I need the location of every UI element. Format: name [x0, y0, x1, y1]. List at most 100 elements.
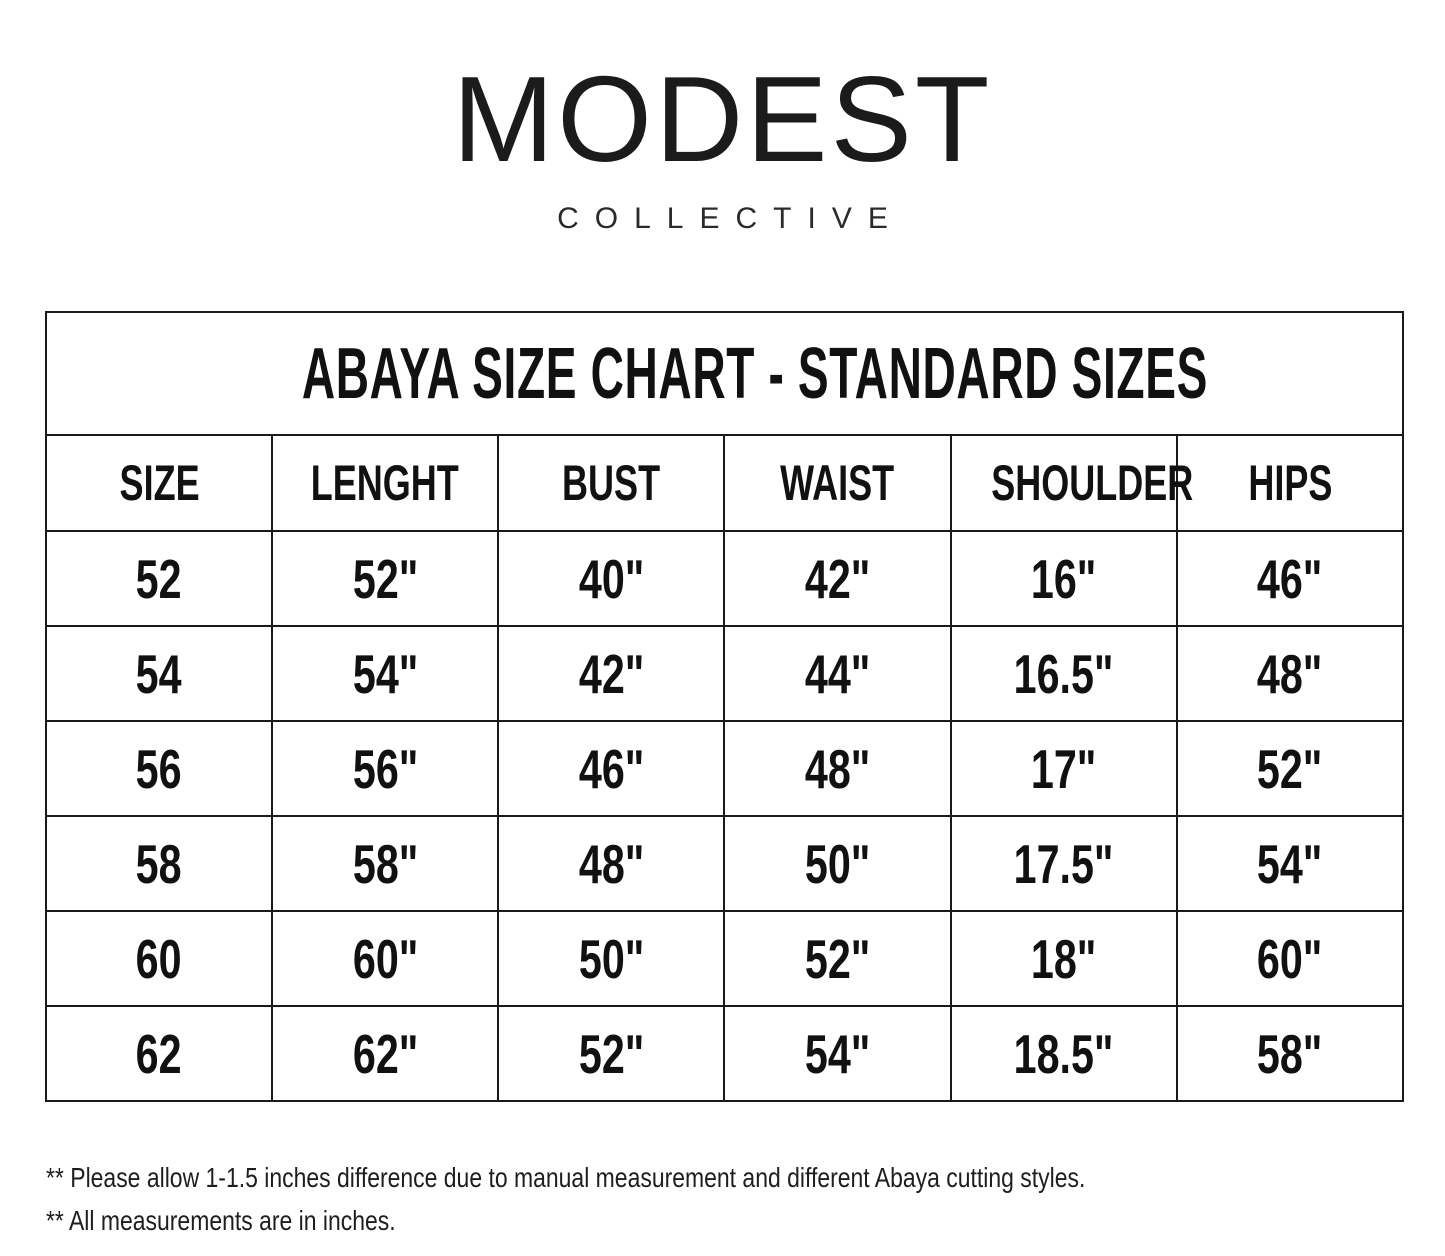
cell-value: 60" — [1257, 927, 1323, 990]
cell-value: 62 — [136, 1022, 183, 1085]
table-cell: 62 — [44, 1005, 274, 1102]
table-cell: 50" — [723, 815, 952, 912]
table-cell: 56" — [271, 720, 500, 817]
footnote-units: ** All measurements are in inches. — [46, 1199, 1314, 1242]
table-cell: 50" — [497, 910, 726, 1007]
brand-logo: MODEST COLLECTIVE — [0, 58, 1445, 236]
size-chart-table: ABAYA SIZE CHART - STANDARD SIZES SIZE L… — [44, 311, 1405, 1102]
column-header-label: SHOULDER — [990, 455, 1193, 511]
cell-value: 58" — [352, 832, 418, 895]
table-cell: 60 — [44, 910, 274, 1007]
brand-name: MODEST — [452, 51, 993, 187]
table-title: ABAYA SIZE CHART - STANDARD SIZES — [301, 333, 1208, 414]
table-cell: 17" — [949, 720, 1178, 817]
table-cell: 54" — [1175, 815, 1405, 912]
table-row: 54 54" 42" 44" 16.5" 48" — [44, 625, 1405, 722]
cell-value: 46" — [578, 737, 645, 800]
cell-value: 56" — [352, 737, 418, 800]
cell-value: 48" — [1257, 642, 1323, 705]
cell-value: 18" — [1030, 927, 1097, 990]
cell-value: 16.5" — [1013, 642, 1114, 705]
table-cell: 42" — [723, 530, 952, 627]
cell-value: 18.5" — [1013, 1022, 1114, 1085]
table-header-row: SIZE LENGHT BUST WAIST SHOULDER HIPS — [44, 434, 1405, 532]
cell-value: 58 — [136, 832, 183, 895]
cell-value: 16" — [1030, 547, 1097, 610]
cell-value: 50" — [804, 832, 871, 895]
table-cell: 52" — [271, 530, 500, 627]
cell-value: 60" — [352, 927, 418, 990]
table-row: 62 62" 52" 54" 18.5" 58" — [44, 1005, 1405, 1102]
cell-value: 52" — [1257, 737, 1323, 800]
brand-subtitle: COLLECTIVE — [557, 202, 904, 235]
table-cell: 18" — [949, 910, 1178, 1007]
table-cell: 58 — [44, 815, 274, 912]
column-header-bust: BUST — [497, 434, 726, 532]
cell-value: 54 — [136, 642, 183, 705]
column-header-label: SIZE — [119, 455, 200, 511]
cell-value: 46" — [1257, 547, 1323, 610]
table-row: 56 56" 46" 48" 17" 52" — [44, 720, 1405, 817]
table-row: 52 52" 40" 42" 16" 46" — [44, 530, 1405, 627]
table-row: 58 58" 48" 50" 17.5" 54" — [44, 815, 1405, 912]
cell-value: 62" — [352, 1022, 418, 1085]
cell-value: 17.5" — [1013, 832, 1114, 895]
column-header-shoulder: SHOULDER — [949, 434, 1193, 532]
table-cell: 46" — [1175, 530, 1405, 627]
table-title-row: ABAYA SIZE CHART - STANDARD SIZES — [45, 311, 1404, 436]
table-cell: 42" — [497, 625, 726, 722]
table-cell: 16.5" — [949, 625, 1178, 722]
table-cell: 54" — [271, 625, 500, 722]
column-header-label: WAIST — [780, 455, 895, 511]
cell-value: 52" — [578, 1022, 645, 1085]
column-header-length: LENGHT — [271, 434, 500, 532]
table-cell: 48" — [723, 720, 952, 817]
footnote-text: ** All measurements are in inches. — [46, 1205, 396, 1236]
table-cell: 48" — [1175, 625, 1405, 722]
cell-value: 54" — [352, 642, 418, 705]
cell-value: 48" — [578, 832, 645, 895]
column-header-label: BUST — [562, 455, 661, 511]
table-cell: 40" — [497, 530, 726, 627]
footnotes: ** Please allow 1-1.5 inches difference … — [46, 1156, 1314, 1242]
cell-value: 48" — [804, 737, 871, 800]
cell-value: 40" — [578, 547, 645, 610]
table-cell: 54" — [723, 1005, 952, 1102]
table-row: 60 60" 50" 52" 18" 60" — [44, 910, 1405, 1007]
table-cell: 52" — [723, 910, 952, 1007]
table-cell: 58" — [271, 815, 500, 912]
cell-value: 54" — [804, 1022, 871, 1085]
table-cell: 46" — [497, 720, 726, 817]
cell-value: 54" — [1257, 832, 1323, 895]
column-header-size: SIZE — [44, 434, 274, 532]
cell-value: 52" — [352, 547, 418, 610]
table-cell: 17.5" — [949, 815, 1178, 912]
table-cell: 56 — [44, 720, 274, 817]
table-cell: 52 — [44, 530, 274, 627]
cell-value: 42" — [804, 547, 871, 610]
table-cell: 62" — [271, 1005, 500, 1102]
table-cell: 16" — [949, 530, 1178, 627]
cell-value: 56 — [136, 737, 183, 800]
column-header-waist: WAIST — [723, 434, 952, 532]
table-cell: 60" — [1175, 910, 1405, 1007]
footnote-measurement-tolerance: ** Please allow 1-1.5 inches difference … — [46, 1156, 1314, 1199]
table-cell: 18.5" — [949, 1005, 1178, 1102]
table-cell: 44" — [723, 625, 952, 722]
cell-value: 60 — [136, 927, 183, 990]
table-cell: 48" — [497, 815, 726, 912]
footnote-text: ** Please allow 1-1.5 inches difference … — [46, 1162, 1086, 1193]
cell-value: 17" — [1030, 737, 1097, 800]
cell-value: 52 — [136, 547, 183, 610]
table-cell: 60" — [271, 910, 500, 1007]
column-header-hips: HIPS — [1175, 434, 1405, 532]
column-header-label: LENGHT — [311, 455, 460, 511]
table-cell: 54 — [44, 625, 274, 722]
cell-value: 44" — [804, 642, 871, 705]
column-header-label: HIPS — [1247, 455, 1332, 511]
cell-value: 52" — [804, 927, 871, 990]
table-cell: 52" — [497, 1005, 726, 1102]
table-cell: 58" — [1175, 1005, 1405, 1102]
cell-value: 50" — [578, 927, 645, 990]
